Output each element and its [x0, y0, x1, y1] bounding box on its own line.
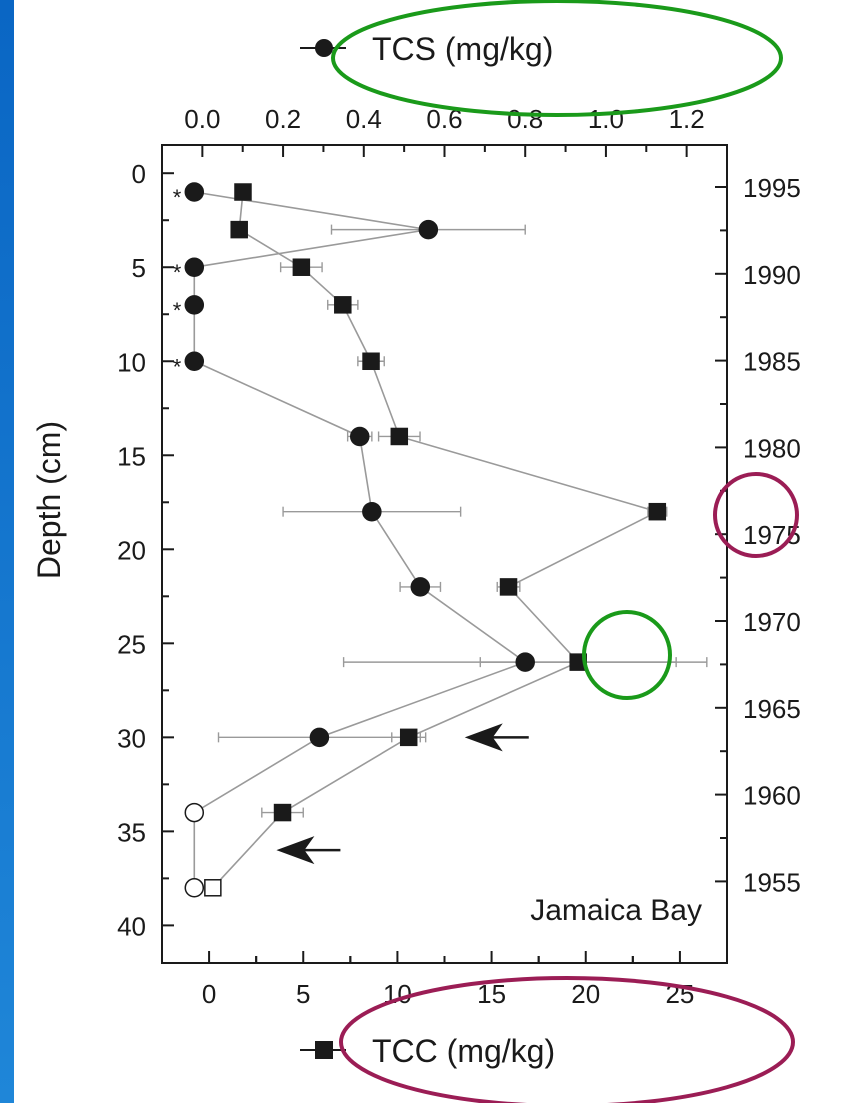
tcs-legend-marker [315, 39, 333, 57]
bottom-axis-title: TCC (mg/kg) [300, 1033, 555, 1069]
plot-frame [161, 144, 728, 964]
top-tick-label: 0.0 [184, 104, 220, 134]
right-tick-label: 1955 [743, 867, 801, 897]
purple-highlight-ellipse [339, 976, 795, 1103]
green-highlight-circle [582, 610, 672, 700]
tcc-legend-marker [315, 1041, 333, 1059]
tcc-point [273, 803, 292, 822]
annotation-arrows [276, 723, 529, 865]
below-detection-asterisk: * [173, 260, 182, 285]
below-detection-asterisk: * [173, 354, 182, 379]
right-tick-label: 1970 [743, 607, 801, 637]
right-tick-label: 1985 [743, 347, 801, 377]
right-tick-label: 1990 [743, 260, 801, 290]
left-tick-label: 35 [117, 817, 146, 847]
tcc-point [230, 220, 248, 239]
top-tick-label: 1.0 [588, 104, 624, 134]
data-markers: * * * * [173, 182, 667, 898]
tcs-point [309, 727, 330, 748]
tcc-point [334, 296, 352, 314]
below-detection-asterisk: * [173, 298, 182, 323]
arrow-head [464, 723, 503, 752]
bottom-tick-label: 5 [296, 979, 310, 1009]
left-tick-label: 0 [132, 159, 146, 189]
bottom-tick-label: 0 [202, 979, 216, 1009]
left-tick-label: 30 [117, 723, 146, 753]
tcs-point [515, 652, 535, 672]
right-tick-label: 1995 [743, 173, 801, 203]
left-tick-label: 15 [117, 441, 146, 471]
top-axis-label: TCS (mg/kg) [372, 31, 553, 67]
tcs-point [410, 577, 431, 597]
tcc-point [390, 427, 409, 446]
tcc-point [399, 728, 418, 747]
left-axis-label: Depth (cm) [31, 421, 67, 579]
tcs-point [184, 182, 205, 202]
bottom-axis-label: TCC (mg/kg) [372, 1033, 555, 1069]
series-lines [193, 191, 660, 889]
tcs-point [184, 878, 205, 898]
left-tick-label: 5 [132, 253, 146, 283]
top-tick-label: 0.8 [507, 104, 543, 134]
tcs-point [184, 802, 205, 823]
bottom-tick-label: 20 [571, 979, 600, 1009]
tcc-point [648, 502, 667, 521]
tcc-point [499, 578, 518, 596]
figure-panel [14, 0, 848, 1103]
axis-ticks: 0510152025303540199519901985198019751970… [117, 104, 801, 1009]
top-tick-label: 0.2 [265, 104, 301, 134]
top-tick-label: 1.2 [669, 104, 705, 134]
site-annotation: Jamaica Bay [530, 894, 702, 927]
tcc-series-line [212, 191, 660, 889]
left-tick-label: 25 [117, 629, 146, 659]
tcs-point [362, 501, 382, 522]
tcs-point [184, 257, 205, 277]
tcc-point [234, 183, 252, 201]
arrow-head [276, 836, 315, 865]
right-tick-label: 1980 [743, 433, 801, 463]
highlight-ellipses [331, 0, 799, 1103]
left-tick-label: 10 [117, 347, 146, 377]
below-detection-asterisk: * [173, 185, 182, 210]
tcs-point [184, 351, 205, 372]
tcs-series-line [193, 191, 527, 888]
left-tick-label: 40 [117, 911, 146, 941]
right-tick-label: 1960 [743, 781, 801, 811]
tcs-point [184, 295, 205, 315]
tcc-point [292, 258, 311, 276]
right-tick-label: 1965 [743, 694, 801, 724]
tcc-point [204, 879, 222, 897]
error-bars [217, 224, 708, 818]
purple-highlight-circle [713, 472, 799, 558]
tcc-point [362, 352, 380, 371]
top-tick-label: 0.4 [346, 104, 382, 134]
top-axis-title: TCS (mg/kg) [300, 31, 553, 67]
left-tick-label: 20 [117, 535, 146, 565]
green-highlight-ellipse [331, 0, 783, 117]
tcs-point [350, 426, 370, 447]
tcs-point [418, 219, 439, 240]
